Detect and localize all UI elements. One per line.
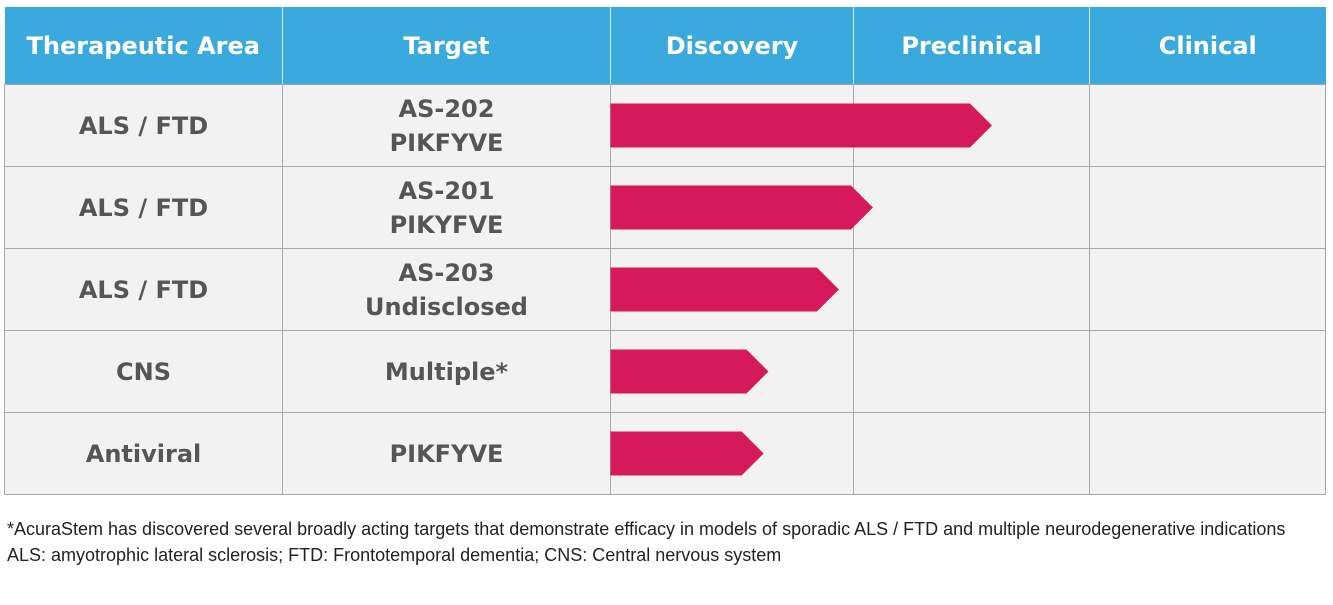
header-target: Target — [282, 7, 611, 85]
preclinical-cell — [853, 166, 1090, 249]
target-name: Undisclosed — [365, 292, 528, 321]
header-clinical: Clinical — [1089, 7, 1326, 85]
discovery-cell — [610, 166, 854, 249]
area-cell: ALS / FTD — [4, 248, 283, 331]
target-code: AS-203 — [398, 258, 495, 287]
target-name: PIKFYVE — [389, 439, 504, 468]
area-cell: CNS — [4, 330, 283, 413]
target-code: AS-202 — [398, 94, 495, 123]
discovery-cell — [610, 84, 854, 167]
table-row: Antiviral PIKFYVE — [4, 412, 1326, 495]
clinical-cell — [1089, 412, 1326, 495]
header-row: Therapeutic Area Target Discovery Precli… — [4, 7, 1326, 85]
target-cell: PIKFYVE — [282, 412, 611, 495]
footnote-abbreviations: ALS: amyotrophic lateral sclerosis; FTD:… — [7, 545, 782, 565]
table-row: ALS / FTD AS-201 PIKYFVE — [4, 166, 1326, 249]
target-code: AS-201 — [398, 176, 495, 205]
target-name: PIKFYVE — [389, 128, 504, 157]
footnote-asterisk-note: *AcuraStem has discovered several broadl… — [7, 519, 1286, 539]
pipeline-table: Therapeutic Area Target Discovery Precli… — [4, 7, 1326, 495]
discovery-cell — [610, 330, 854, 413]
target-cell: AS-201 PIKYFVE — [282, 166, 611, 249]
header-therapeutic-area: Therapeutic Area — [4, 7, 283, 85]
header-discovery: Discovery — [610, 7, 854, 85]
target-cell: AS-202 PIKFYVE — [282, 84, 611, 167]
target-name: Multiple* — [384, 357, 509, 386]
header-preclinical: Preclinical — [853, 7, 1090, 85]
preclinical-cell — [853, 330, 1090, 413]
target-name: PIKYFVE — [389, 210, 504, 239]
area-cell: ALS / FTD — [4, 84, 283, 167]
area-cell: Antiviral — [4, 412, 283, 495]
clinical-cell — [1089, 330, 1326, 413]
footnote: *AcuraStem has discovered several broadl… — [7, 516, 1322, 568]
clinical-cell — [1089, 166, 1326, 249]
preclinical-cell — [853, 248, 1090, 331]
clinical-cell — [1089, 84, 1326, 167]
target-cell: Multiple* — [282, 330, 611, 413]
table-row: ALS / FTD AS-203 Undisclosed — [4, 248, 1326, 331]
clinical-cell — [1089, 248, 1326, 331]
target-cell: AS-203 Undisclosed — [282, 248, 611, 331]
preclinical-cell — [853, 84, 1090, 167]
discovery-cell — [610, 412, 854, 495]
area-cell: ALS / FTD — [4, 166, 283, 249]
table-row: ALS / FTD AS-202 PIKFYVE — [4, 84, 1326, 167]
preclinical-cell — [853, 412, 1090, 495]
discovery-cell — [610, 248, 854, 331]
table-row: CNS Multiple* — [4, 330, 1326, 413]
